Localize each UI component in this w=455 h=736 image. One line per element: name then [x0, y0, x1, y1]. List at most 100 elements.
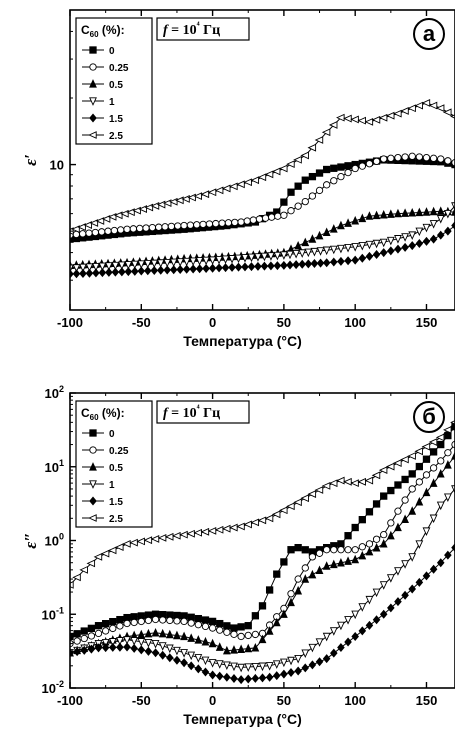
legend-marker	[89, 480, 97, 489]
data-point-0.25	[251, 630, 260, 639]
data-point-2.5	[86, 559, 96, 568]
data-point-1	[187, 651, 196, 661]
data-point-0.5	[365, 546, 374, 556]
data-point-1.5	[215, 671, 224, 681]
data-point-1.5	[254, 261, 262, 271]
data-point-0.5	[201, 636, 210, 646]
data-point-1.5	[131, 266, 139, 276]
data-point-0	[408, 470, 416, 478]
data-point-0.25	[422, 153, 431, 162]
data-point-0	[101, 620, 110, 628]
data-point-0.25	[330, 177, 338, 185]
data-point-0.25	[237, 632, 245, 641]
data-point-0.25	[161, 223, 169, 231]
data-point-2.5	[214, 186, 224, 195]
data-point-1	[273, 251, 282, 261]
data-point-0.5	[329, 559, 338, 569]
frequency-box	[156, 17, 250, 41]
data-point-0.5	[394, 522, 402, 532]
data-point-1	[329, 245, 338, 255]
y-tick-label: 10-1	[42, 605, 64, 622]
data-point-0.5	[158, 628, 167, 638]
data-point-1	[111, 261, 120, 271]
data-point-1.5	[337, 643, 345, 653]
data-point-2.5	[93, 552, 103, 561]
data-point-0.25	[224, 219, 233, 227]
data-point-1.5	[72, 269, 81, 279]
data-point-0	[294, 543, 302, 552]
data-point-2.5	[156, 200, 166, 209]
data-point-1	[169, 258, 178, 268]
data-point-0.25	[129, 225, 138, 233]
x-axis-title: Температура (°C)	[183, 333, 301, 349]
data-point-0.5	[294, 240, 303, 250]
data-point-2.5	[179, 530, 188, 539]
data-point-0.5	[386, 209, 395, 218]
y-tick-label: 10-2	[42, 679, 64, 696]
data-point-1	[116, 637, 124, 646]
data-point-1	[286, 250, 294, 260]
data-point-2.5	[286, 160, 295, 169]
data-point-0.5	[194, 635, 203, 644]
data-point-1	[436, 501, 445, 511]
legend-marker	[88, 131, 97, 139]
data-point-1	[241, 254, 249, 263]
data-point-1.5	[301, 663, 310, 673]
data-point-1	[279, 658, 288, 668]
data-point-1	[267, 252, 275, 261]
data-point-2.5	[371, 115, 381, 124]
panel-label: а	[423, 21, 436, 46]
data-point-1	[137, 638, 146, 647]
data-point-1.5	[330, 257, 338, 267]
x-tick-label: -100	[57, 315, 83, 330]
data-point-2.5	[95, 217, 105, 225]
data-point-1.5	[286, 260, 294, 270]
data-point-0.25	[216, 626, 224, 634]
data-point-0	[301, 546, 309, 554]
data-point-0.25	[415, 153, 424, 161]
data-point-1	[315, 638, 324, 647]
data-point-0.25	[323, 546, 331, 554]
data-point-2.5	[207, 188, 217, 197]
data-point-1.5	[130, 643, 138, 653]
data-point-0.5	[394, 208, 402, 218]
data-point-0.25	[287, 590, 295, 598]
data-point-1	[215, 660, 224, 669]
data-point-0.25	[231, 218, 239, 227]
data-point-1.5	[372, 249, 381, 259]
data-point-0.25	[429, 464, 438, 472]
data-point-0	[294, 182, 302, 190]
data-point-1	[301, 649, 310, 658]
data-point-0.25	[422, 471, 431, 479]
data-point-2.5	[314, 136, 324, 144]
data-point-2.5	[307, 143, 317, 152]
data-point-0	[401, 475, 409, 484]
y-tick-label: 101	[45, 458, 64, 475]
data-point-1.5	[137, 645, 146, 655]
data-point-0.25	[294, 575, 302, 583]
data-point-1	[165, 644, 174, 654]
data-point-1.5	[189, 264, 197, 274]
data-point-1.5	[444, 550, 452, 560]
data-point-0.25	[186, 221, 195, 229]
data-point-2.5	[336, 113, 345, 122]
data-point-1	[124, 261, 133, 270]
data-point-0.25	[294, 202, 302, 210]
data-point-1.5	[237, 675, 245, 685]
series-0	[70, 422, 455, 641]
data-point-1	[316, 247, 325, 256]
legend-marker	[89, 97, 97, 106]
data-point-2.5	[279, 164, 288, 173]
legend-label: 1	[109, 480, 115, 491]
series-0.25	[70, 152, 455, 239]
legend-item-0.5: 0.5	[82, 79, 123, 91]
data-point-0.25	[212, 219, 220, 228]
data-point-0	[287, 546, 295, 554]
data-point-1.5	[280, 260, 288, 270]
data-point-2.5	[77, 223, 86, 231]
data-point-0.5	[222, 645, 231, 655]
data-point-0.5	[415, 207, 424, 217]
data-point-1	[85, 263, 94, 272]
frequency-label: f = 10⁴ Гц	[163, 403, 220, 421]
data-point-0.5	[272, 617, 281, 627]
